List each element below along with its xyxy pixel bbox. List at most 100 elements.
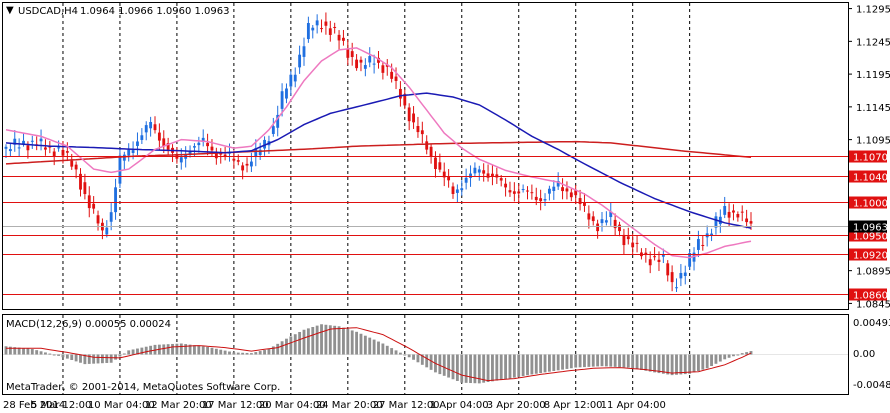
macd-panel[interactable] — [2, 314, 849, 395]
macd-bar — [149, 345, 153, 355]
macd-bar — [315, 325, 319, 355]
macd-bar — [30, 349, 34, 355]
candle-bear — [52, 151, 56, 157]
time-tick-label: 1 Apr 04:00 — [430, 400, 489, 411]
candle-bear — [377, 57, 380, 63]
macd-bar — [337, 326, 341, 355]
macd-bar — [92, 354, 96, 364]
price-panel[interactable] — [2, 2, 849, 310]
candle-bear — [727, 211, 731, 218]
macd-bar — [131, 349, 135, 355]
macd-bar — [96, 354, 100, 364]
macd-bar — [363, 335, 367, 355]
macd-bar — [526, 354, 529, 376]
macd-bar — [385, 345, 389, 355]
candle-bull — [280, 91, 284, 109]
candle-bear — [429, 146, 433, 157]
candle-bull — [149, 122, 153, 129]
macd-bar — [65, 354, 69, 359]
level-label: 1.0950 — [853, 232, 888, 243]
macd-bar — [591, 354, 595, 367]
candle-bull — [477, 169, 481, 173]
candle-bear — [442, 171, 446, 178]
candle-bull — [696, 239, 700, 250]
candle-bull — [302, 46, 306, 57]
macd-bar — [425, 354, 429, 368]
macd-bar — [574, 354, 578, 368]
macd-bar — [320, 324, 323, 355]
macd-bar — [127, 350, 131, 355]
macd-bar — [622, 354, 626, 368]
candle-bear — [65, 151, 69, 153]
macd-bar — [4, 346, 8, 355]
price-axis: 1.1295 1.1245 1.1195 1.1145 1.1095 1.0895 1.08… — [848, 5, 890, 310]
candle-bull — [285, 88, 288, 99]
macd-bar — [460, 354, 464, 383]
macd-bar — [44, 352, 47, 355]
time-tick-label: 12 Mar 20:00 — [145, 400, 212, 411]
candle-bear — [206, 142, 210, 147]
macd-bar — [267, 349, 271, 355]
price-tick-label: 1.0845 — [856, 299, 890, 310]
macd-bar — [512, 354, 516, 378]
macd-bar — [675, 354, 678, 375]
macd-bar — [188, 344, 192, 355]
candle-bull — [460, 188, 464, 191]
macd-bar — [469, 354, 472, 384]
candle-bull — [144, 125, 148, 133]
candle-bear — [657, 259, 661, 262]
macd-bar — [517, 354, 521, 377]
level-label-box — [849, 288, 887, 301]
candle-bull — [254, 148, 258, 158]
candle-bull — [17, 147, 21, 149]
candle-bear — [44, 147, 47, 150]
candle-bull — [140, 135, 144, 140]
macd-bar — [311, 327, 315, 355]
macd-bar — [701, 354, 705, 370]
level-label-box — [849, 150, 887, 163]
candle-bull — [276, 114, 280, 128]
time-tick-label: 27 Mar 12:00 — [373, 400, 440, 411]
candle-bear — [346, 49, 350, 58]
horizontal-levels[interactable]: 1.1070 1.1040 1.1000 1.0950 1.0920 1.0860 1.09… — [3, 150, 888, 302]
macd-bar — [635, 354, 639, 370]
macd-bar — [412, 354, 415, 360]
candle-bear — [613, 219, 617, 229]
candle-bear — [596, 223, 600, 232]
candle-bear — [394, 76, 398, 81]
chart-menu-icon[interactable]: ▼ — [6, 5, 14, 16]
level-label: 1.0860 — [853, 291, 888, 302]
candle-bear — [504, 183, 508, 188]
macd-bar — [61, 354, 65, 358]
candle-bear — [512, 191, 516, 194]
macd-bar — [179, 343, 183, 355]
macd-bar — [22, 348, 25, 355]
candle-bear — [583, 202, 586, 206]
candle-bear — [574, 190, 578, 196]
candle-bull — [547, 188, 551, 194]
macd-bar — [381, 343, 385, 355]
macd-bar — [648, 354, 652, 372]
candle-bear — [749, 221, 753, 224]
macd-bar — [547, 354, 551, 372]
candle-bear — [241, 165, 245, 171]
candle-bull — [469, 173, 472, 178]
candle-bear — [328, 28, 332, 35]
candle-bear — [381, 65, 385, 73]
candle-bull — [188, 151, 192, 155]
candle-bull — [473, 167, 477, 174]
macd-bar — [710, 354, 713, 367]
candle-bear — [403, 94, 407, 106]
candle-bear — [390, 71, 394, 79]
macd-bar — [79, 354, 82, 363]
macd-bar — [491, 354, 494, 382]
candle-bear — [565, 188, 569, 192]
macd-bar — [499, 354, 503, 380]
macd-bar — [232, 352, 236, 355]
level-label: 1.1000 — [853, 199, 888, 210]
macd-bar — [359, 333, 363, 355]
candle-bear — [670, 272, 674, 283]
candle-bear — [83, 182, 87, 195]
macd-bar — [324, 324, 328, 355]
